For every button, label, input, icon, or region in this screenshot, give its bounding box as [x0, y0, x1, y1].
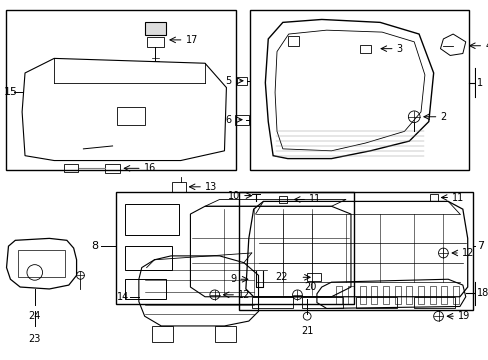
Bar — [115, 192, 353, 303]
Bar — [235, 115, 248, 125]
Bar — [18, 250, 65, 277]
Text: 3: 3 — [396, 44, 402, 54]
Bar — [336, 286, 342, 303]
Bar — [64, 165, 78, 172]
Text: 14: 14 — [117, 292, 129, 302]
Bar — [5, 10, 236, 170]
Bar — [441, 286, 447, 303]
Text: 12: 12 — [238, 290, 250, 300]
Text: 15: 15 — [3, 87, 18, 98]
Text: 4: 4 — [484, 41, 488, 51]
Text: 20: 20 — [304, 282, 316, 292]
Bar — [382, 286, 388, 303]
Bar — [355, 297, 396, 309]
Text: 5: 5 — [224, 76, 231, 86]
Bar — [125, 204, 179, 235]
Bar — [278, 196, 286, 203]
Text: 23: 23 — [28, 334, 41, 344]
Text: 17: 17 — [185, 35, 198, 45]
Bar — [251, 297, 292, 309]
Text: 12: 12 — [461, 248, 473, 258]
Text: 22: 22 — [275, 272, 287, 282]
Bar — [413, 297, 454, 309]
Text: 9: 9 — [229, 274, 236, 284]
Text: 6: 6 — [224, 115, 231, 125]
Bar — [429, 286, 435, 303]
Bar — [306, 273, 320, 281]
Text: 19: 19 — [457, 311, 469, 321]
Text: 10: 10 — [227, 190, 240, 201]
Bar — [239, 192, 471, 310]
Text: 7: 7 — [476, 241, 484, 251]
Text: 24: 24 — [28, 311, 41, 321]
Bar — [172, 182, 185, 192]
Bar — [429, 194, 437, 201]
Bar — [302, 297, 343, 309]
Text: 18: 18 — [476, 288, 488, 298]
Bar — [151, 326, 173, 342]
Bar — [359, 286, 365, 303]
Bar — [370, 286, 376, 303]
Bar — [125, 279, 166, 299]
Bar — [287, 36, 299, 46]
Bar — [237, 77, 246, 85]
Bar — [249, 10, 468, 170]
Bar — [406, 286, 411, 303]
Text: 21: 21 — [301, 326, 313, 336]
Bar — [452, 286, 458, 303]
Text: 11: 11 — [451, 193, 464, 203]
Bar — [125, 246, 172, 270]
Text: 13: 13 — [204, 182, 217, 192]
Bar — [214, 326, 236, 342]
Bar — [117, 107, 144, 125]
Bar — [144, 22, 166, 35]
Bar — [104, 164, 120, 173]
Bar — [146, 37, 164, 47]
Bar — [394, 286, 400, 303]
Bar — [347, 286, 353, 303]
Bar — [417, 286, 423, 303]
Text: 2: 2 — [440, 112, 446, 122]
Text: 1: 1 — [476, 78, 483, 88]
Text: 16: 16 — [143, 163, 156, 173]
Bar — [359, 45, 370, 53]
Text: 8: 8 — [91, 241, 98, 251]
Text: 11: 11 — [308, 194, 321, 204]
